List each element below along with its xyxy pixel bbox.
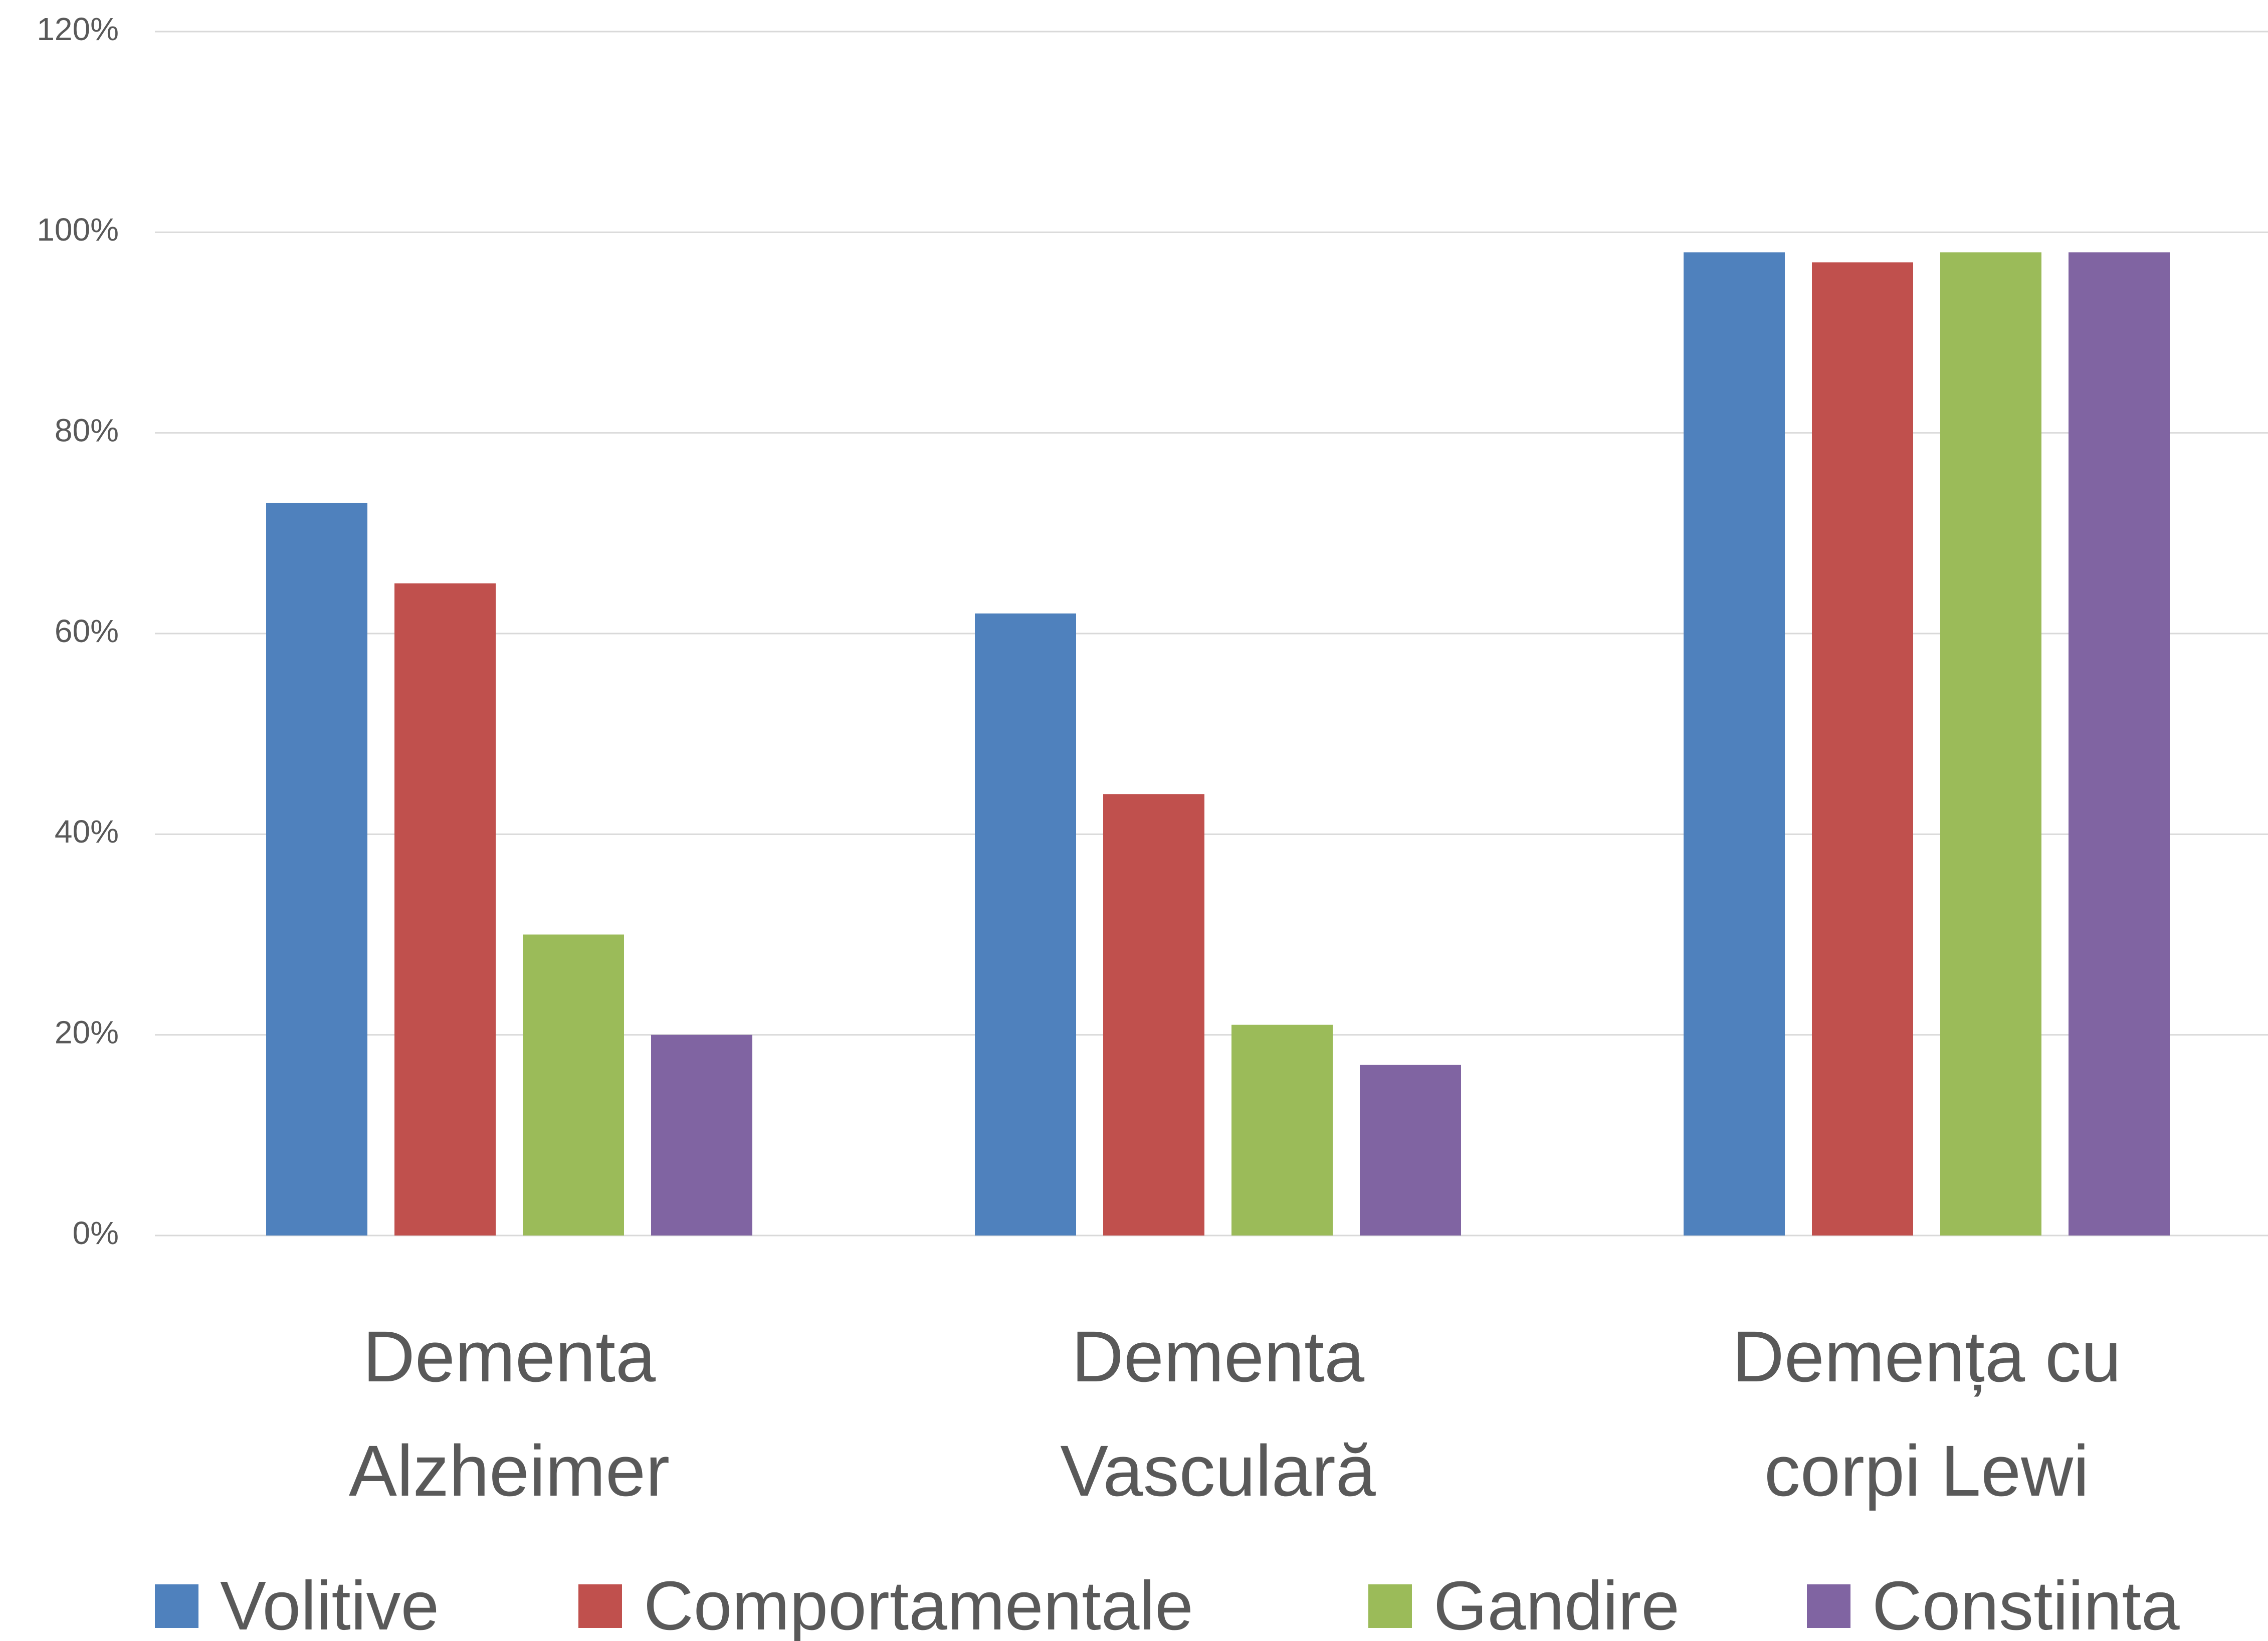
bar xyxy=(523,934,624,1236)
legend-label: Gandire xyxy=(1433,1567,1680,1641)
bar xyxy=(1812,262,1913,1236)
bar xyxy=(1360,1065,1461,1236)
bar xyxy=(2069,252,2170,1236)
bar xyxy=(975,613,1076,1236)
y-tick-label: 100% xyxy=(37,212,119,248)
bar xyxy=(1231,1024,1333,1236)
x-tick-label: Dementa Alzheimer xyxy=(348,1316,670,1511)
bar xyxy=(1940,252,2041,1236)
bar xyxy=(1684,252,1785,1236)
bar xyxy=(651,1035,752,1236)
x-tick-label: Dementa Vasculară xyxy=(1060,1316,1376,1511)
legend-label: Volitive xyxy=(220,1567,440,1641)
legend-swatch xyxy=(1807,1584,1850,1628)
x-tick-label: Demența cu corpi Lewi xyxy=(1732,1316,2122,1511)
legend-swatch xyxy=(155,1584,198,1628)
y-tick-label: 80% xyxy=(55,413,119,449)
legend-label: Constiinta xyxy=(1872,1567,2180,1641)
bar xyxy=(266,503,367,1236)
y-tick-label: 40% xyxy=(55,813,119,850)
y-tick-label: 120% xyxy=(37,11,119,47)
legend-swatch xyxy=(1368,1584,1412,1628)
legend-label: Comportamentale xyxy=(644,1567,1193,1641)
bar xyxy=(1103,794,1204,1236)
y-tick-label: 20% xyxy=(55,1014,119,1051)
y-tick-label: 60% xyxy=(55,613,119,649)
y-tick-label: 0% xyxy=(73,1215,119,1251)
legend-swatch xyxy=(578,1584,622,1628)
bar xyxy=(394,583,496,1236)
